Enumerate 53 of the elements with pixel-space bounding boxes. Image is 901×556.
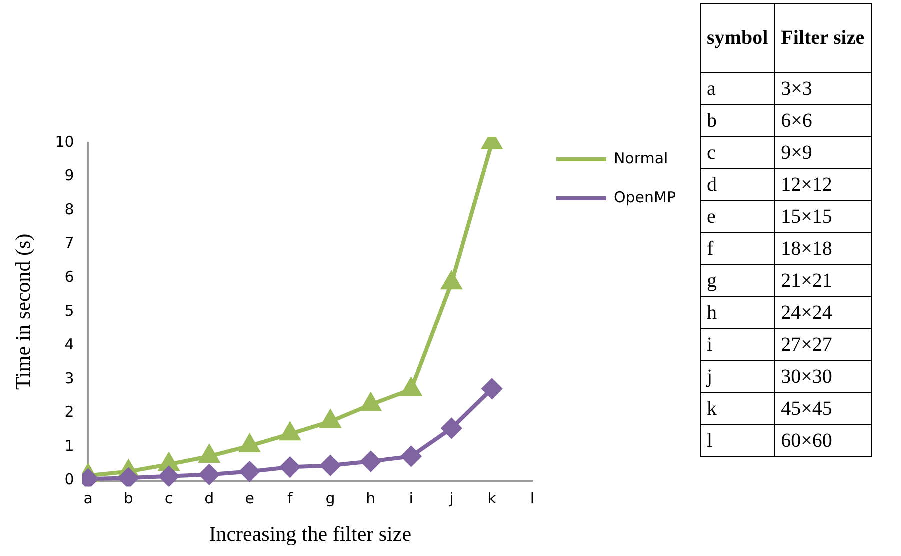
text: 9×9 bbox=[774, 136, 872, 168]
x-tick-label: k bbox=[488, 490, 497, 508]
text: symbol bbox=[700, 4, 775, 72]
y-tick-label: 8 bbox=[64, 200, 74, 218]
text: 12×12 bbox=[774, 168, 872, 200]
text: g bbox=[700, 264, 775, 296]
x-tick-label: f bbox=[288, 490, 294, 508]
text: Filter size bbox=[774, 4, 872, 72]
y-tick-label: 9 bbox=[64, 166, 74, 185]
x-tick-label: a bbox=[84, 490, 93, 508]
text: c bbox=[700, 136, 775, 168]
text: h bbox=[700, 296, 775, 328]
text: 45×45 bbox=[774, 392, 872, 424]
y-tick-label: 10 bbox=[55, 132, 74, 151]
text: 15×15 bbox=[774, 200, 872, 232]
y-tick-label: 3 bbox=[64, 369, 74, 388]
text: 6×6 bbox=[774, 104, 872, 136]
y-tick-label: 2 bbox=[64, 403, 74, 422]
y-axis-title: Time in second (s) bbox=[11, 234, 36, 390]
text: 3×3 bbox=[774, 72, 872, 104]
y-tick-label: 4 bbox=[64, 336, 74, 354]
x-tick-label: j bbox=[448, 490, 454, 508]
text: a bbox=[700, 72, 775, 104]
text: f bbox=[700, 232, 775, 264]
x-tick-label: e bbox=[245, 490, 254, 508]
text: l bbox=[700, 424, 775, 456]
legend-label: OpenMP bbox=[614, 188, 676, 206]
text: i bbox=[700, 328, 775, 360]
text: 24×24 bbox=[774, 296, 872, 328]
text: k bbox=[700, 392, 775, 424]
legend-label: Normal bbox=[614, 149, 668, 168]
y-tick-label: 1 bbox=[64, 436, 74, 455]
y-tick-label: 6 bbox=[64, 268, 74, 286]
x-tick-label: c bbox=[164, 490, 174, 508]
x-axis-title: Increasing the filter size bbox=[209, 522, 412, 546]
text: 21×21 bbox=[774, 264, 872, 296]
x-tick-label: g bbox=[326, 490, 336, 508]
text: j bbox=[700, 360, 775, 392]
x-tick-label: l bbox=[530, 490, 535, 508]
x-tick-label: i bbox=[409, 490, 414, 508]
x-tick-label: h bbox=[366, 490, 376, 508]
y-tick-label: 0 bbox=[64, 470, 74, 489]
text: e bbox=[700, 200, 775, 232]
y-tick-label: 7 bbox=[64, 234, 74, 252]
y-tick-label: 5 bbox=[64, 302, 74, 320]
text: d bbox=[700, 168, 775, 200]
text: 18×18 bbox=[774, 232, 872, 264]
text: 60×60 bbox=[774, 424, 872, 456]
text: 30×30 bbox=[774, 360, 872, 392]
x-tick-label: b bbox=[124, 490, 134, 508]
text: 27×27 bbox=[774, 328, 872, 360]
x-tick-label: d bbox=[204, 490, 214, 508]
text: b bbox=[700, 104, 775, 136]
